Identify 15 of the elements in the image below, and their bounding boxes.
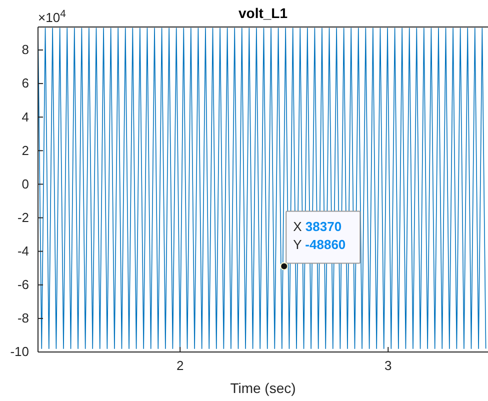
y-tick-label: 2 bbox=[22, 142, 29, 158]
y-tick-label: -10 bbox=[10, 344, 29, 360]
y-tick-label: 6 bbox=[22, 76, 29, 91]
y-tick-label: 4 bbox=[22, 109, 29, 124]
y-tick-label: -6 bbox=[17, 277, 29, 292]
chart-title: volt_L1 bbox=[238, 5, 288, 21]
y-tick-label: 0 bbox=[22, 176, 29, 192]
y-tick-label: -8 bbox=[17, 310, 29, 326]
y-tick-label: -2 bbox=[17, 210, 29, 225]
x-tick-label: 3 bbox=[384, 358, 392, 374]
x-axis-title: Time (sec) bbox=[230, 380, 296, 396]
y-tick-label: 8 bbox=[22, 42, 29, 58]
annotation: X 38370 Y -48860 bbox=[293, 219, 346, 252]
y-tick-label: -4 bbox=[17, 243, 29, 258]
text: ×10$^{4}$ bbox=[38, 8, 66, 25]
